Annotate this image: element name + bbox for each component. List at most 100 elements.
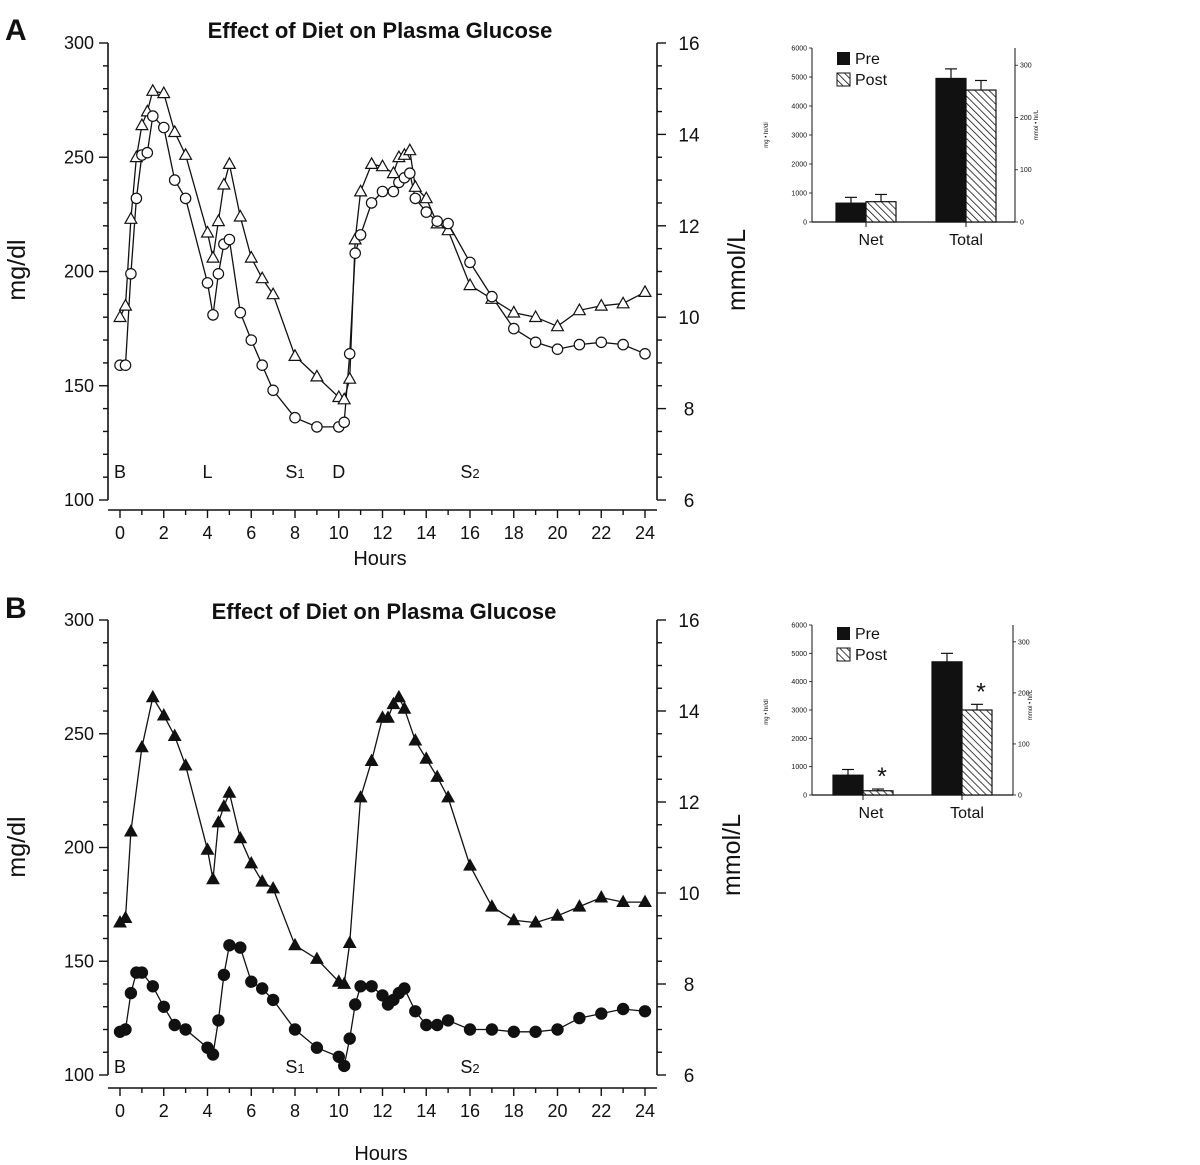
data-point-open-circle [267, 384, 279, 397]
y2-tick-label: 8 [684, 400, 695, 421]
inset-bar-post-net [865, 201, 897, 223]
data-point-filled-triangle [616, 894, 631, 908]
y2-tick-label: 6 [684, 491, 695, 512]
x-tick-label: 4 [202, 1101, 212, 1121]
inset-y2-tick-label: 200 [1020, 115, 1032, 122]
x-tick-label: 10 [329, 1101, 349, 1121]
y-tick-label: 200 [64, 262, 94, 282]
data-point-open-triangle [463, 277, 477, 291]
x-tick-label: 4 [202, 523, 212, 543]
inset-bar-post-total [965, 89, 997, 223]
x-tick-label: 2 [159, 1101, 169, 1121]
x-tick-label: 12 [372, 1101, 392, 1121]
data-point-filled-triangle [337, 976, 352, 989]
data-point-filled-triangle [353, 790, 368, 803]
data-point-open-circle [311, 421, 323, 433]
x-tick-label: 12 [372, 523, 392, 543]
data-point-filled-circle [343, 1032, 356, 1045]
data-point-filled-triangle [156, 708, 171, 721]
data-point-open-triangle [309, 369, 324, 382]
x-tick-label: 22 [591, 523, 611, 543]
data-point-open-triangle [419, 190, 434, 204]
data-point-filled-triangle [430, 769, 445, 782]
data-point-open-triangle [156, 85, 171, 99]
series-line-open-triangle [119, 90, 646, 401]
data-point-filled-triangle [638, 894, 652, 908]
data-point-open-circle [256, 359, 268, 371]
data-point-open-circle [365, 197, 378, 209]
data-point-open-circle [403, 167, 416, 179]
data-point-open-circle [354, 229, 367, 241]
data-point-filled-triangle [123, 824, 138, 837]
data-point-filled-circle [507, 1025, 520, 1039]
data-point-open-triangle [550, 318, 565, 332]
data-point-open-triangle [216, 177, 231, 190]
legend-label-pre-a: Pre [855, 51, 880, 68]
inset-y-tick-label: 3000 [791, 708, 807, 715]
data-point-open-circle [486, 290, 498, 303]
event-label: S1 [285, 1057, 304, 1077]
data-point-filled-triangle [441, 790, 456, 803]
data-point-filled-circle [157, 1000, 170, 1014]
data-point-filled-circle [135, 966, 149, 979]
event-letter: S [460, 462, 472, 482]
inset-y-tick-label: 2000 [791, 736, 807, 743]
significance-asterisk: * [877, 763, 887, 791]
data-point-open-triangle [528, 309, 543, 323]
event-letter: S [460, 1057, 472, 1077]
data-point-open-circle [207, 309, 219, 321]
panel-letter-a: A [5, 14, 27, 47]
data-point-filled-circle [338, 1059, 351, 1073]
inset-bar-post-total [961, 709, 993, 796]
data-point-filled-circle [573, 1011, 586, 1025]
y2-tick-label: 14 [678, 702, 700, 723]
y-tick-label: 300 [64, 610, 94, 630]
y-tick-label: 100 [64, 490, 94, 510]
data-point-filled-circle [234, 941, 247, 954]
data-point-open-circle [420, 206, 433, 218]
y2-tick-label: 6 [684, 1066, 695, 1087]
inset-category-net-b: Net [859, 805, 884, 822]
data-point-filled-triangle [266, 881, 281, 894]
x-tick-label: 24 [635, 1101, 655, 1121]
data-point-filled-triangle [364, 753, 379, 767]
data-point-open-triangle [145, 83, 160, 96]
data-point-filled-circle [168, 1018, 181, 1032]
y2-tick-label: 16 [678, 34, 699, 55]
inset-y2-label-a: mmol • hr/L [1034, 109, 1040, 140]
event-label: D [332, 462, 345, 482]
data-point-open-triangle [167, 124, 182, 138]
data-point-open-triangle [222, 156, 237, 169]
data-point-open-circle [289, 411, 301, 424]
inset-y2-tick-label: 0 [1020, 220, 1024, 227]
data-point-open-circle [442, 217, 454, 230]
inset-bar-pre-total [935, 77, 967, 223]
inset-y-tick-label: 3000 [791, 133, 807, 140]
inset-y-tick-label: 5000 [791, 651, 807, 658]
inset-y2-tick-label: 0 [1018, 793, 1022, 800]
data-point-filled-triangle [118, 910, 133, 924]
data-point-open-triangle [353, 184, 368, 197]
data-point-open-circle [223, 233, 236, 246]
y2-tick-label: 10 [678, 884, 699, 905]
data-point-open-triangle [375, 158, 390, 172]
data-point-filled-triangle [222, 785, 237, 798]
data-point-filled-triangle [484, 899, 499, 912]
y-tick-label: 100 [64, 1065, 94, 1085]
y2-tick-label: 16 [678, 611, 699, 632]
x-tick-label: 22 [591, 1101, 611, 1121]
x-tick-label: 20 [547, 523, 567, 543]
data-point-open-circle [119, 359, 132, 371]
data-point-filled-circle [124, 986, 138, 1000]
inset-y-tick-label: 6000 [791, 623, 807, 630]
inset-y2-tick-label: 200 [1018, 690, 1030, 697]
x-tick-label: 8 [290, 1101, 300, 1121]
data-point-filled-circle [245, 975, 258, 988]
data-point-filled-triangle [288, 937, 302, 951]
inset-y-label-b: mg • hr/dl [764, 699, 770, 724]
data-point-open-triangle [616, 296, 631, 309]
data-point-filled-circle [332, 1050, 345, 1064]
legend-swatch-post-b [836, 647, 851, 662]
inset-category-net-a: Net [859, 232, 884, 249]
